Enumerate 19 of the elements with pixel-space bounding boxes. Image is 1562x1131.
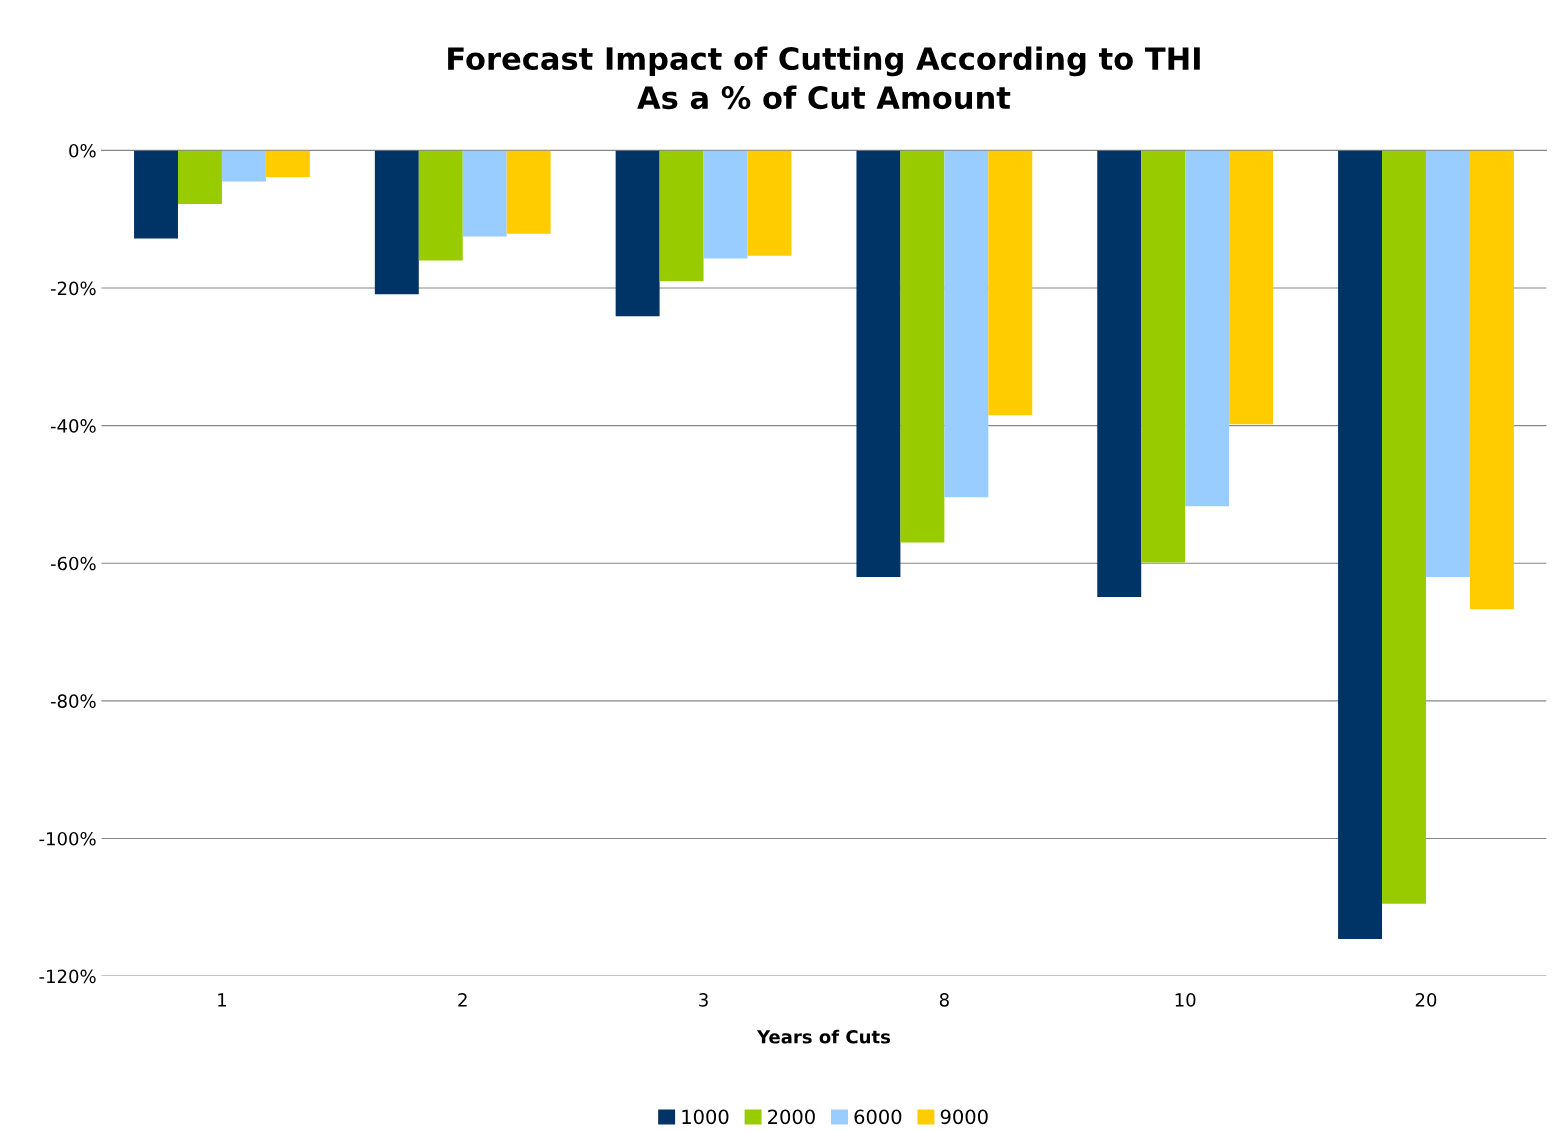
x-tick-label: 3 — [699, 993, 708, 1007]
x-tick-label: 2 — [458, 993, 467, 1007]
y-tick-label: -80% — [50, 694, 96, 708]
y-tick-label: -100% — [39, 831, 96, 846]
x-tick-label: 1 — [218, 993, 227, 1007]
legend-label: 1000 — [682, 1109, 729, 1125]
y-tick-label: -120% — [39, 969, 96, 984]
x-tick-label: 20 — [1415, 993, 1437, 1007]
legend-label: 9000 — [940, 1109, 988, 1125]
y-tick-label: 0% — [69, 143, 96, 158]
legend-label: 2000 — [768, 1109, 815, 1125]
x-axis-title: Years of Cuts — [756, 1029, 891, 1044]
x-tick-label: 10 — [1175, 993, 1196, 1007]
x-tick-label: 8 — [939, 993, 949, 1007]
legend-label: 6000 — [854, 1109, 902, 1125]
y-tick-label: -60% — [50, 556, 96, 571]
chart-title: Forecast Impact of Cutting According to THI As a % of Cut Amount — [448, 46, 1200, 110]
y-tick-label: -20% — [50, 281, 96, 296]
y-tick-label: -40% — [50, 419, 96, 433]
